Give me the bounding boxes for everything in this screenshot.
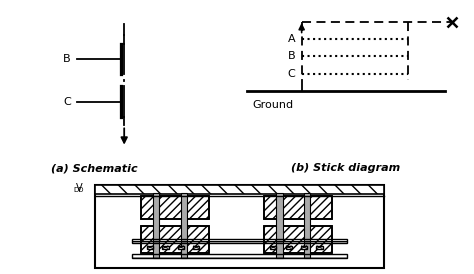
- Bar: [316, 246, 322, 249]
- Bar: [162, 246, 169, 249]
- Bar: [141, 196, 209, 219]
- Bar: [94, 185, 384, 195]
- Text: V: V: [76, 183, 82, 193]
- Bar: [285, 246, 292, 249]
- Bar: [178, 246, 184, 249]
- Bar: [131, 254, 347, 258]
- Bar: [181, 193, 187, 258]
- Bar: [270, 246, 276, 249]
- Bar: [304, 193, 310, 258]
- Text: A: A: [288, 34, 295, 44]
- Bar: [141, 226, 209, 253]
- Text: Ground: Ground: [252, 100, 293, 110]
- Text: (a) Schematic: (a) Schematic: [51, 163, 137, 173]
- Bar: [141, 196, 209, 219]
- Bar: [141, 226, 209, 253]
- Text: C: C: [63, 97, 71, 107]
- Bar: [264, 196, 332, 219]
- Bar: [147, 246, 153, 249]
- Text: (b) Stick diagram: (b) Stick diagram: [292, 163, 401, 173]
- Bar: [131, 239, 347, 243]
- Bar: [94, 185, 384, 195]
- Bar: [264, 196, 332, 219]
- Bar: [153, 193, 159, 258]
- Bar: [264, 226, 332, 253]
- Bar: [193, 246, 199, 249]
- Bar: [301, 246, 307, 249]
- Text: B: B: [63, 54, 71, 64]
- Bar: [264, 226, 332, 253]
- Text: B: B: [288, 51, 295, 61]
- Bar: [276, 193, 283, 258]
- Text: DD: DD: [73, 187, 84, 193]
- Text: C: C: [288, 70, 295, 79]
